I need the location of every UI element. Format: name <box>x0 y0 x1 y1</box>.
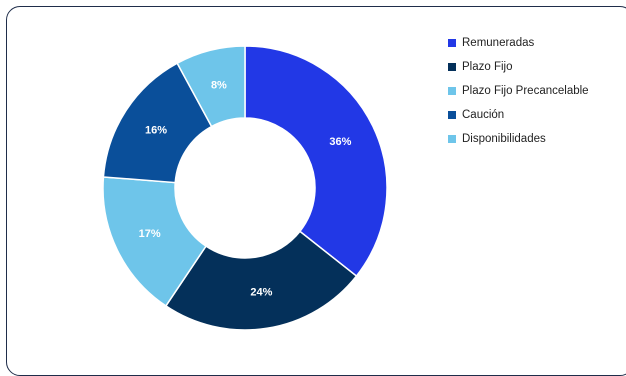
slice-data-label: 24% <box>250 287 272 299</box>
legend-swatch <box>448 39 456 47</box>
legend-item: Remuneradas <box>448 31 589 55</box>
legend-label: Disponibilidades <box>462 133 546 145</box>
slice-data-label: 36% <box>329 136 351 148</box>
legend-item: Disponibilidades <box>448 127 589 151</box>
legend-label: Plazo Fijo Precancelable <box>462 85 589 97</box>
legend-item: Plazo Fijo Precancelable <box>448 79 589 103</box>
slice-data-label: 16% <box>145 124 167 136</box>
legend-swatch <box>448 111 456 119</box>
slice-data-label: 17% <box>139 228 161 240</box>
donut-slice <box>244 45 388 278</box>
donut-slice <box>102 62 213 184</box>
donut-chart: 36% 24% 17% 16% 8% <box>102 45 388 331</box>
slice-data-label: 8% <box>211 79 227 91</box>
donut-slice <box>102 176 208 307</box>
donut-slice <box>164 230 358 331</box>
legend-swatch <box>448 135 456 143</box>
legend-swatch <box>448 87 456 95</box>
chart-legend: Remuneradas Plazo Fijo Plazo Fijo Precan… <box>448 31 589 151</box>
legend-item: Plazo Fijo <box>448 55 589 79</box>
legend-label: Remuneradas <box>462 37 535 49</box>
legend-item: Caución <box>448 103 589 127</box>
donut-slice <box>176 45 246 128</box>
legend-swatch <box>448 63 456 71</box>
legend-label: Plazo Fijo <box>462 61 513 73</box>
legend-label: Caución <box>462 109 505 121</box>
